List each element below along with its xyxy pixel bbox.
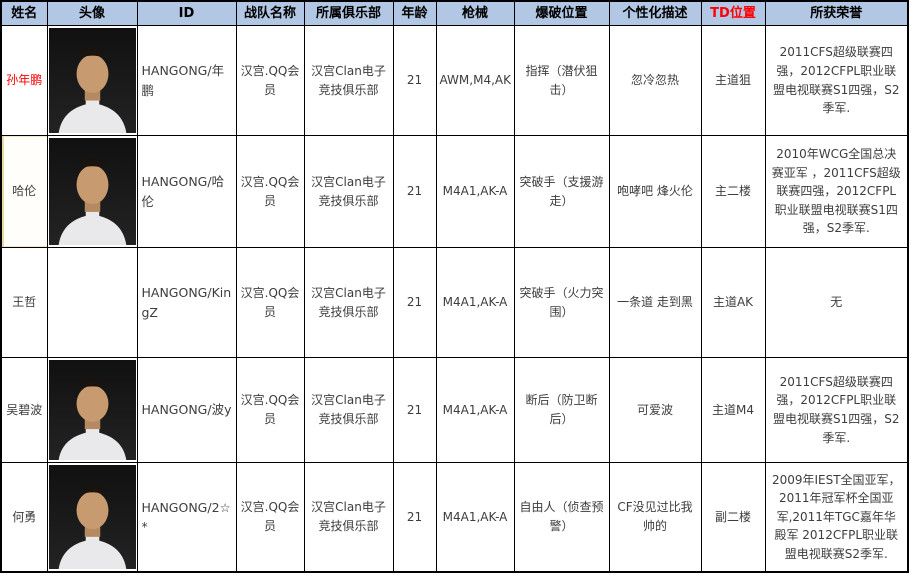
player-photo xyxy=(48,360,136,460)
player-td-position: 副二楼 xyxy=(700,462,766,573)
player-club: 汉宫Clan电子竞技俱乐部 xyxy=(303,135,394,248)
player-id: HANGONG/哈伦 xyxy=(136,135,237,248)
table-row: 孙年鹏 HANGONG/年鹏 汉宫.QQ会员 汉宫Clan电子竞技俱乐部 21 … xyxy=(0,25,909,136)
player-td-position: 主道狙 xyxy=(700,25,766,136)
player-name: 王哲 xyxy=(0,247,48,358)
header-weapons: 枪械 xyxy=(435,0,515,26)
header-row: 姓名 头像 ID 战队名称 所属俱乐部 年龄 枪械 爆破位置 个性化描述 TD位… xyxy=(0,0,909,26)
player-roster-table: 姓名 头像 ID 战队名称 所属俱乐部 年龄 枪械 爆破位置 个性化描述 TD位… xyxy=(0,0,909,573)
table-row: 王哲 HANGONG/KingZ 汉宫.QQ会员 汉宫Clan电子竞技俱乐部 2… xyxy=(0,247,909,358)
player-club: 汉宫Clan电子竞技俱乐部 xyxy=(303,462,394,573)
player-club: 汉宫Clan电子竞技俱乐部 xyxy=(303,25,394,136)
player-age: 21 xyxy=(392,247,437,358)
player-honors: 2011CFS超级联赛四强，2012CFPL职业联盟电视联赛S1四强，S2季军. xyxy=(764,357,909,463)
table-row: 哈伦 HANGONG/哈伦 汉宫.QQ会员 汉宫Clan电子竞技俱乐部 21 M… xyxy=(0,135,909,248)
header-team: 战队名称 xyxy=(235,0,305,26)
player-name: 吴碧波 xyxy=(0,357,48,463)
player-description: 咆哮吧 烽火伦 xyxy=(608,135,702,248)
header-club: 所属俱乐部 xyxy=(303,0,394,26)
player-name: 何勇 xyxy=(0,462,48,573)
header-avatar: 头像 xyxy=(46,0,138,26)
player-age: 21 xyxy=(392,357,437,463)
player-avatar-cell xyxy=(46,25,138,136)
player-id: HANGONG/年鹏 xyxy=(136,25,237,136)
player-td-position: 主二楼 xyxy=(700,135,766,248)
player-avatar-cell xyxy=(46,135,138,248)
player-id: HANGONG/2☆* xyxy=(136,462,237,573)
player-photo xyxy=(48,28,136,133)
header-id: ID xyxy=(136,0,237,26)
player-honors: 无 xyxy=(764,247,909,358)
player-team: 汉宫.QQ会员 xyxy=(235,247,305,358)
header-age: 年龄 xyxy=(392,0,437,26)
player-weapons: M4A1,AK-A xyxy=(435,247,515,358)
player-name: 哈伦 xyxy=(0,135,48,248)
player-weapons: M4A1,AK-A xyxy=(435,135,515,248)
player-td-position: 主道AK xyxy=(700,247,766,358)
player-weapons: AWM,M4,AK xyxy=(435,25,515,136)
player-photo xyxy=(48,465,136,569)
header-description: 个性化描述 xyxy=(608,0,702,26)
player-club: 汉宫Clan电子竞技俱乐部 xyxy=(303,247,394,358)
header-name: 姓名 xyxy=(0,0,48,26)
player-bomb-role: 自由人（侦查预警） xyxy=(513,462,610,573)
player-bomb-role: 指挥（潜伏狙击） xyxy=(513,25,610,136)
player-bomb-role: 突破手（支援游走） xyxy=(513,135,610,248)
player-description: 一条道 走到黑 xyxy=(608,247,702,358)
player-bomb-role: 断后（防卫断后） xyxy=(513,357,610,463)
player-age: 21 xyxy=(392,462,437,573)
player-id: HANGONG/波y xyxy=(136,357,237,463)
header-td-position: TD位置 xyxy=(700,0,766,26)
player-team: 汉宫.QQ会员 xyxy=(235,135,305,248)
player-avatar-cell xyxy=(46,357,138,463)
player-team: 汉宫.QQ会员 xyxy=(235,357,305,463)
player-id: HANGONG/KingZ xyxy=(136,247,237,358)
player-team: 汉宫.QQ会员 xyxy=(235,462,305,573)
header-bomb-role: 爆破位置 xyxy=(513,0,610,26)
player-name: 孙年鹏 xyxy=(0,25,48,136)
player-age: 21 xyxy=(392,135,437,248)
player-club: 汉宫Clan电子竞技俱乐部 xyxy=(303,357,394,463)
player-honors: 2011CFS超级联赛四强，2012CFPL职业联盟电视联赛S1四强，S2季军. xyxy=(764,25,909,136)
player-honors: 2010年WCG全国总决赛亚军 ，2011CFS超级联赛四强，2012CFPL职… xyxy=(764,135,909,248)
player-avatar-cell-empty xyxy=(46,247,138,358)
table-row: 吴碧波 HANGONG/波y 汉宫.QQ会员 汉宫Clan电子竞技俱乐部 21 … xyxy=(0,357,909,463)
player-age: 21 xyxy=(392,25,437,136)
player-avatar-cell xyxy=(46,462,138,573)
table-row: 何勇 HANGONG/2☆* 汉宫.QQ会员 汉宫Clan电子竞技俱乐部 21 … xyxy=(0,462,909,573)
player-description: 忽冷忽热 xyxy=(608,25,702,136)
player-td-position: 主道M4 xyxy=(700,357,766,463)
player-weapons: M4A1,AK-A xyxy=(435,357,515,463)
player-description: 可爱波 xyxy=(608,357,702,463)
player-honors: 2009年IEST全国亚军，2011年冠军杯全国亚军,2011年TGC嘉年华殿军… xyxy=(764,462,909,573)
header-honors: 所获荣誉 xyxy=(764,0,909,26)
player-photo xyxy=(48,138,136,245)
player-description: CF没见过比我帅的 xyxy=(608,462,702,573)
player-weapons: M4A1,AK-A xyxy=(435,462,515,573)
player-team: 汉宫.QQ会员 xyxy=(235,25,305,136)
player-bomb-role: 突破手（火力突围） xyxy=(513,247,610,358)
